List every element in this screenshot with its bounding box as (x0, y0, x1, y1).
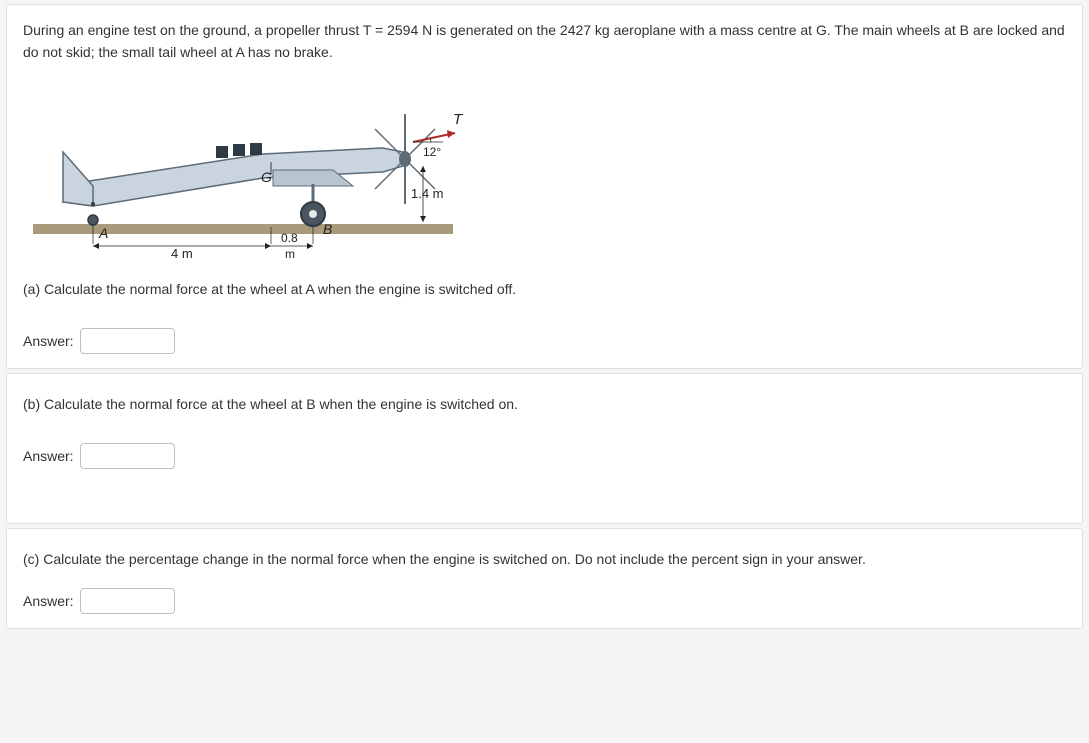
fuselage (63, 148, 403, 206)
part-c-prompt: (c) Calculate the percentage change in t… (23, 549, 1066, 570)
answer-label-a: Answer: (23, 333, 74, 349)
panel-intro-a: During an engine test on the ground, a p… (6, 4, 1083, 369)
label-b: B (323, 221, 332, 237)
answer-label-b: Answer: (23, 448, 74, 464)
label-g: G (261, 169, 272, 185)
window-3 (250, 143, 262, 155)
label-4m: 4 m (171, 246, 193, 261)
dim-4m-arrow-l (93, 243, 99, 249)
label-08-unit: m (285, 247, 295, 261)
panel-c: (c) Calculate the percentage change in t… (6, 528, 1083, 629)
part-b-answer-row: Answer: (23, 443, 1066, 469)
part-a-answer-row: Answer: (23, 328, 1066, 354)
dim-height-arrow-top (420, 166, 426, 172)
aeroplane-svg: G T 12° 1.4 m A B 4 m (23, 74, 473, 264)
part-c-answer-row: Answer: (23, 588, 1066, 614)
tail-fin (63, 152, 93, 206)
answer-input-a[interactable] (80, 328, 175, 354)
dim-4m-arrow-r (265, 243, 271, 249)
window-2 (233, 144, 245, 156)
label-height: 1.4 m (411, 186, 444, 201)
pivot-a (91, 202, 95, 206)
answer-input-c[interactable] (80, 588, 175, 614)
answer-input-b[interactable] (80, 443, 175, 469)
label-08: 0.8 (281, 231, 298, 245)
spacer (23, 469, 1066, 509)
ground-rect (33, 224, 453, 234)
label-a: A (98, 225, 108, 241)
problem-intro: During an engine test on the ground, a p… (23, 19, 1066, 64)
answer-label-c: Answer: (23, 593, 74, 609)
wheel-a (88, 215, 98, 225)
window-1 (216, 146, 228, 158)
part-b-prompt: (b) Calculate the normal force at the wh… (23, 394, 1066, 415)
label-angle: 12° (423, 145, 441, 159)
dim-height-arrow-bot (420, 216, 426, 222)
wheel-b-hub (309, 210, 317, 218)
label-t: T (453, 111, 464, 128)
part-a-prompt: (a) Calculate the normal force at the wh… (23, 279, 1066, 300)
dim-08m-arrow-r (307, 243, 313, 249)
panel-b: (b) Calculate the normal force at the wh… (6, 373, 1083, 524)
aeroplane-figure: G T 12° 1.4 m A B 4 m (23, 74, 1066, 267)
